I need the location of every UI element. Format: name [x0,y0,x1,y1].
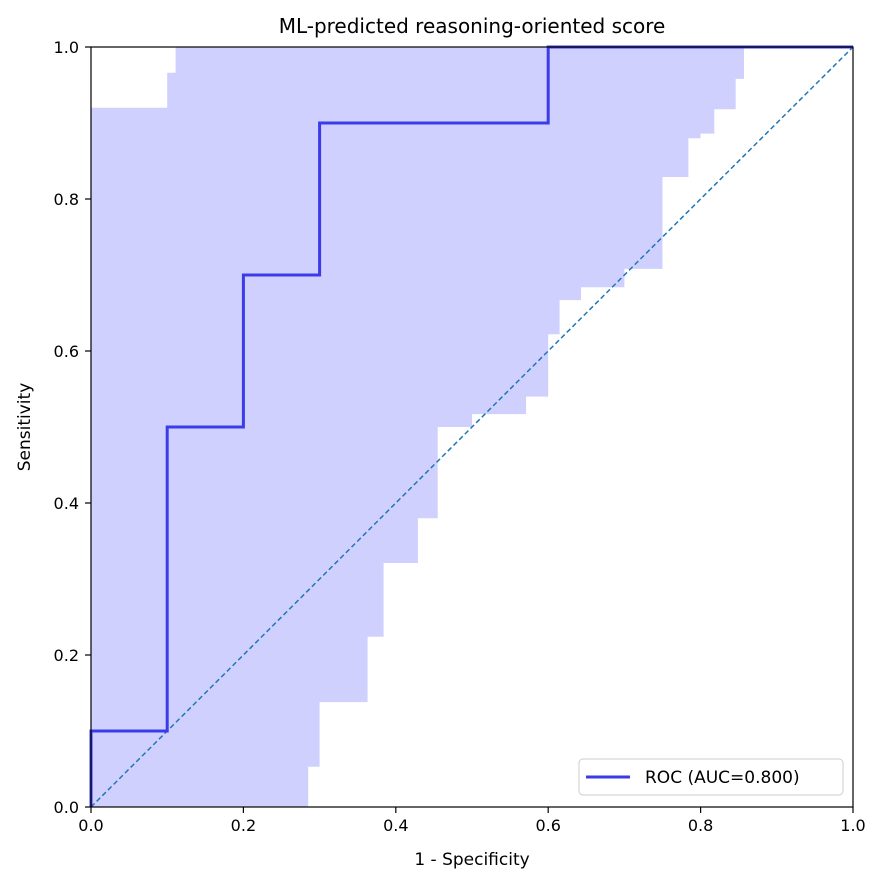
x-tick-label: 0.4 [383,816,408,835]
plot-frame [90,46,854,808]
y-tick-label: 0.6 [54,342,79,361]
x-tick-label: 0.2 [231,816,256,835]
legend-box [578,758,844,796]
diagonal-reference-line [90,46,854,808]
x-tick-label: 0.8 [688,816,713,835]
y-tick-label: 0.0 [54,798,79,817]
x-tick-label: 1.0 [840,816,865,835]
plot-area [89,45,854,808]
axis-ticks: 0.0 0.2 0.4 0.6 0.8 1.0 0.0 0.2 0.4 0.6 0.8 1.0 [54,38,866,835]
x-tick-label: 0.0 [78,816,103,835]
y-tick-label: 0.8 [54,190,79,209]
x-axis-label: 1 - Specificity [414,850,529,870]
legend-label: ROC (AUC=0.800) [645,768,800,788]
legend: ROC (AUC=0.800) [578,758,844,796]
y-tick-label: 0.2 [54,646,79,665]
y-tick-label: 0.4 [54,494,79,513]
roc-line-series-0 [89,45,853,807]
y-axis-label: Sensitivity [15,383,35,472]
chart-title: ML-predicted reasoning-oriented score [279,14,666,38]
x-tick-label: 0.6 [535,816,560,835]
confidence-band [91,47,744,807]
y-tick-label: 1.0 [54,38,79,57]
